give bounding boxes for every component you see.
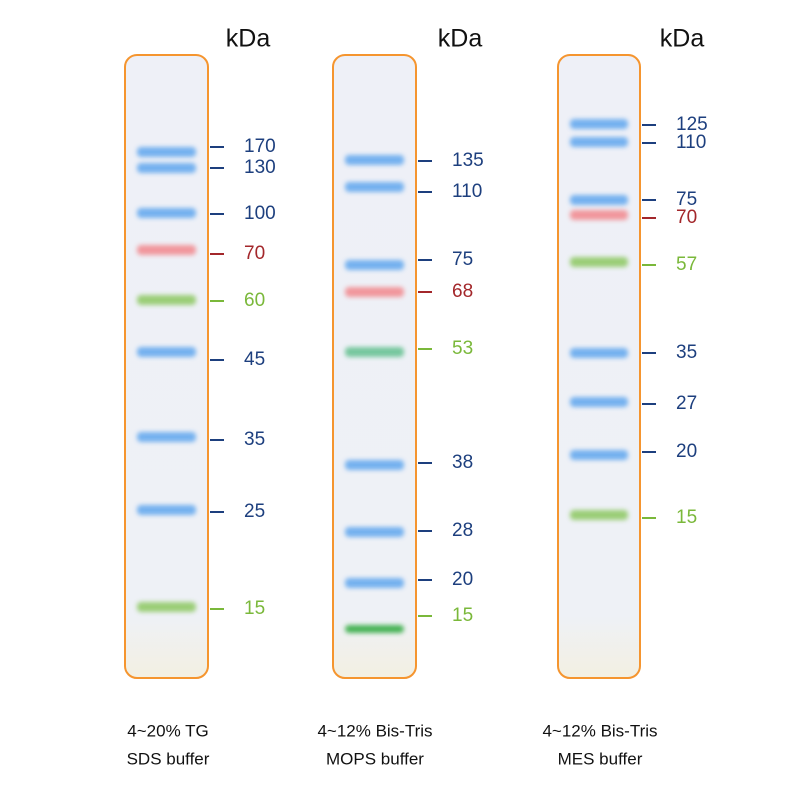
band-label: 25	[244, 501, 265, 522]
band	[345, 182, 404, 192]
band-label: 170	[244, 136, 276, 157]
band-label: 110	[676, 132, 706, 153]
band	[345, 578, 404, 588]
band	[345, 460, 404, 470]
band	[137, 347, 196, 357]
band	[137, 505, 196, 515]
band-label: 125	[676, 114, 708, 135]
gel-lane	[332, 54, 417, 679]
band-label: 60	[244, 290, 265, 311]
band-label: 35	[676, 342, 697, 363]
band	[137, 163, 196, 173]
band-label: 45	[244, 349, 265, 370]
band-label: 15	[244, 598, 265, 619]
band	[570, 119, 628, 129]
band	[570, 348, 628, 358]
lane-caption: SDS buffer	[127, 749, 210, 768]
band-label: 15	[676, 507, 697, 528]
band-label: 15	[452, 605, 473, 626]
band	[137, 147, 196, 157]
band-label: 57	[676, 254, 697, 275]
band-label: 75	[452, 249, 473, 270]
band-label: 27	[676, 393, 697, 414]
band-label: 53	[452, 338, 473, 359]
band-label: 135	[452, 150, 484, 171]
band-label: 20	[676, 441, 697, 462]
lane-caption: MOPS buffer	[326, 749, 424, 768]
band-label: 28	[452, 520, 473, 541]
band	[345, 347, 404, 357]
band-label: 100	[244, 203, 276, 224]
band	[570, 450, 628, 460]
lane-caption: 4~12% Bis-Tris	[317, 721, 432, 740]
band	[137, 208, 196, 218]
band-label: 130	[244, 157, 276, 178]
band-label: 38	[452, 452, 473, 473]
band-label: 110	[452, 181, 482, 202]
lane-caption: 4~12% Bis-Tris	[542, 721, 657, 740]
band	[570, 510, 628, 520]
band	[345, 155, 404, 165]
band	[570, 257, 628, 267]
band	[137, 432, 196, 442]
band	[137, 295, 196, 305]
band	[137, 245, 196, 255]
band	[345, 260, 404, 270]
gel-lane	[557, 54, 641, 679]
band-label: 35	[244, 429, 265, 450]
band-label: 70	[244, 243, 265, 264]
band	[137, 602, 196, 612]
band	[570, 210, 628, 220]
band	[570, 397, 628, 407]
band-label: 75	[676, 189, 697, 210]
unit-label: kDa	[226, 25, 271, 53]
lane-caption: 4~20% TG	[127, 721, 208, 740]
unit-label: kDa	[660, 25, 705, 53]
band	[345, 287, 404, 297]
band-label: 68	[452, 281, 473, 302]
band	[345, 625, 404, 633]
band	[570, 195, 628, 205]
band	[345, 527, 404, 537]
lane-caption: MES buffer	[558, 749, 643, 768]
band-label: 20	[452, 569, 473, 590]
unit-label: kDa	[438, 25, 483, 53]
band	[570, 137, 628, 147]
band-label: 70	[676, 207, 697, 228]
